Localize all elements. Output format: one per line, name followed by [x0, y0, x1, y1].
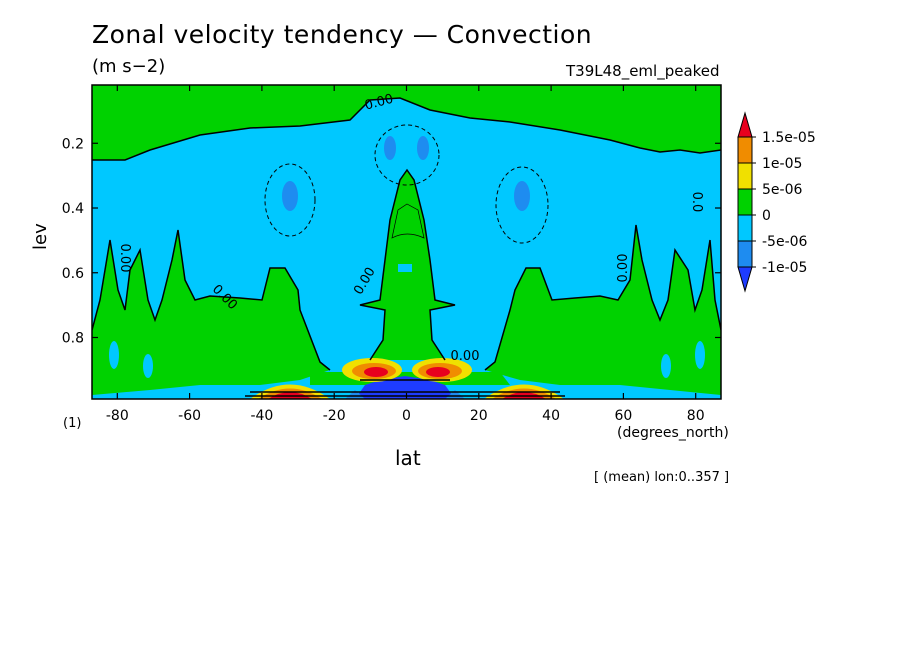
eq-positive-peak-north-core — [426, 367, 450, 377]
upper-negative-core-north — [514, 181, 530, 211]
y-tick-label: 0.6 — [62, 266, 84, 282]
upper-negative-core-south — [282, 181, 298, 211]
x-tick-label: 20 — [470, 408, 488, 424]
small-negative-pocket-3 — [661, 354, 671, 378]
colorbar-under-triangle — [737, 266, 753, 293]
small-negative-pocket-2 — [143, 354, 153, 378]
contour-label: 0.00 — [117, 244, 132, 273]
zero-contour-south-peaks — [92, 229, 331, 371]
surface-negative-equatorial — [355, 376, 455, 399]
bottom-left-note: (1) — [63, 416, 82, 431]
eq-positive-peak-south-core — [364, 367, 388, 377]
small-negative-pocket-1 — [109, 341, 119, 369]
surface-negative-blue — [345, 390, 465, 399]
x-tick-label: -20 — [323, 408, 346, 424]
zero-contour-upper — [92, 97, 721, 161]
x-tick-label: 80 — [687, 408, 705, 424]
x-axis-units: (degrees_north) — [617, 425, 729, 441]
contour-labels: 0.000.000.000.000.00 0.000.0 — [117, 92, 704, 364]
colorbar-label: -1e-05 — [762, 260, 807, 276]
colorbar-box — [737, 136, 753, 164]
tower-inner-contour — [391, 203, 425, 239]
upper-positive-region — [92, 85, 721, 160]
upper-negative-core-eq-s — [384, 136, 396, 160]
x-axis-label: lat — [395, 446, 421, 470]
y-tick-label: 0.4 — [62, 201, 84, 217]
zero-contour-tower — [359, 168, 456, 361]
x-tick-label: -40 — [250, 408, 273, 424]
zero-contour-north-peaks — [484, 224, 721, 371]
colorbar-label: 1.5e-05 — [762, 130, 816, 146]
small-negative-pocket-4 — [695, 341, 705, 369]
colorbar-label: 5e-06 — [762, 182, 802, 198]
y-tick-label: 0.8 — [62, 330, 84, 346]
contour-label: 0.00 — [616, 254, 631, 283]
experiment-name: T39L48_eml_peaked — [566, 62, 720, 80]
colorbar-box — [737, 240, 753, 268]
x-tick-label: 0 — [402, 408, 411, 424]
colorbar-label: 1e-05 — [762, 156, 802, 172]
x-tick-label: -80 — [106, 408, 129, 424]
negative-dashed-contours — [264, 124, 549, 244]
colorbar-label: -5e-06 — [762, 234, 808, 250]
colorbar-box — [737, 188, 753, 216]
colorbar-box — [737, 214, 753, 242]
dashed-contour-eq — [374, 124, 440, 186]
chart-units: (m s−2) — [92, 56, 166, 77]
colorbar-box — [737, 162, 753, 190]
upper-negative-core-eq-n — [417, 136, 429, 160]
axes: -80 -60 -40 -20 0 20 40 60 80 0.2 0.4 0.6 0.8 — [62, 85, 721, 424]
northern-lower-positive-region — [485, 225, 721, 399]
contour-label: 0.00 — [363, 92, 395, 114]
y-tick-label: 0.2 — [62, 136, 84, 152]
dashed-contour-north — [495, 166, 549, 244]
chart-title: Zonal velocity tendency — Convection — [92, 20, 593, 49]
colorbar-legend: 1.5e-05 1e-05 5e-06 0 -5e-06 -1e-05 — [737, 111, 816, 293]
field-layer — [92, 85, 721, 399]
contour-label: 0.0 — [689, 192, 704, 213]
small-negative-pocket-5 — [398, 264, 412, 272]
southern-lower-positive-region — [92, 230, 330, 399]
dashed-contour-south — [264, 163, 316, 237]
averaging-footnote: [ (mean) lon:0..357 ] — [594, 470, 730, 485]
colorbar-over-triangle — [737, 111, 753, 138]
surface-contour-cluster — [245, 379, 565, 397]
x-tick-label: -60 — [178, 408, 201, 424]
contour-label: 0.00 — [451, 349, 480, 364]
colorbar-label: 0 — [762, 208, 771, 224]
x-tick-label: 40 — [542, 408, 560, 424]
x-tick-label: 60 — [614, 408, 632, 424]
